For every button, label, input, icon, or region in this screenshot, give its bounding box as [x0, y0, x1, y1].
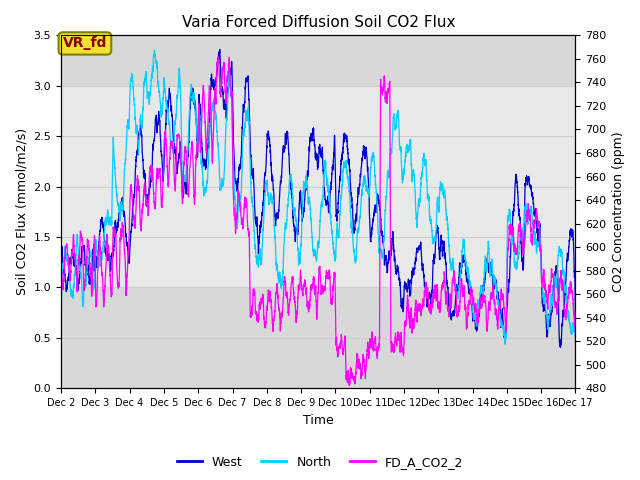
Y-axis label: CO2 Concentration (ppm): CO2 Concentration (ppm)	[612, 132, 625, 292]
Text: VR_fd: VR_fd	[63, 36, 107, 50]
X-axis label: Time: Time	[303, 414, 333, 427]
Title: Varia Forced Diffusion Soil CO2 Flux: Varia Forced Diffusion Soil CO2 Flux	[182, 15, 455, 30]
Legend: West, North, FD_A_CO2_2: West, North, FD_A_CO2_2	[172, 451, 468, 474]
Y-axis label: Soil CO2 Flux (mmol/m2/s): Soil CO2 Flux (mmol/m2/s)	[15, 128, 28, 295]
Bar	[61, 86, 575, 288]
